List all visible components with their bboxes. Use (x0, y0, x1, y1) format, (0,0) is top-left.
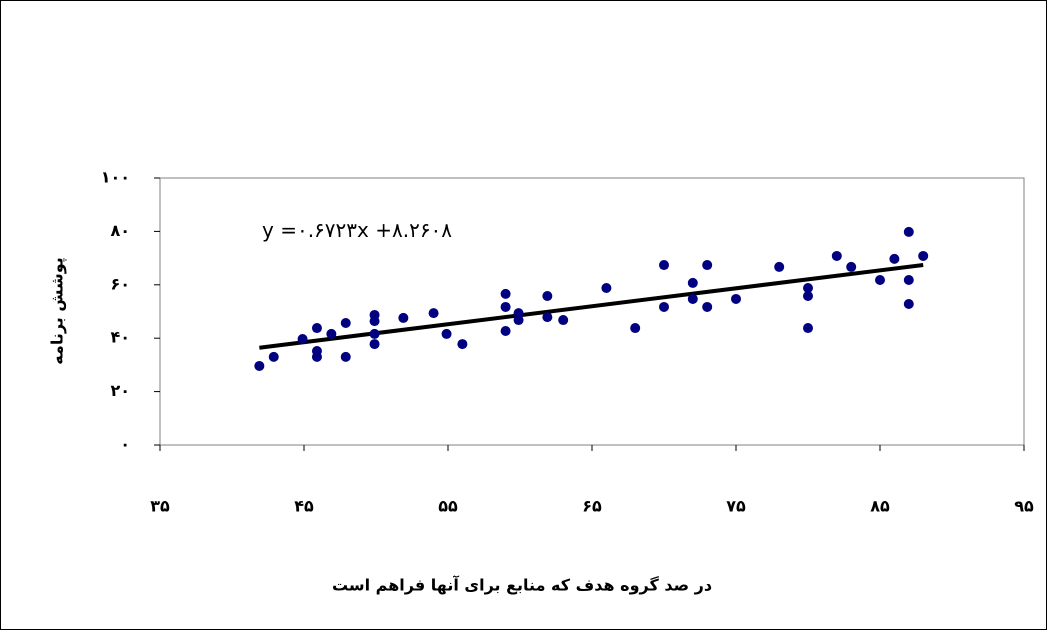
point (903, 274, 914, 285)
point (326, 328, 337, 339)
point (846, 261, 857, 272)
point (457, 339, 468, 350)
point (340, 351, 351, 362)
y-tick-label: ۶۰ (110, 274, 130, 293)
point (731, 293, 741, 304)
x-axis-title: در صد گروه هدف که منابع برای آنها فراهم … (332, 575, 712, 595)
point (500, 301, 511, 312)
point (369, 316, 380, 327)
point (513, 308, 524, 319)
y-tick-label: ۱۰۰ (101, 168, 130, 187)
point (918, 250, 929, 261)
x-tick-label: ۵۵ (438, 497, 458, 516)
point (889, 253, 900, 264)
point (630, 323, 641, 334)
x-tick-label: ۹۵ (1014, 497, 1034, 516)
point (687, 277, 698, 288)
point (369, 339, 380, 350)
point (659, 301, 669, 312)
point (875, 274, 885, 285)
point (803, 323, 813, 334)
point (268, 351, 279, 362)
point (558, 315, 569, 326)
point (369, 328, 380, 339)
x-tick-label: ۷۵ (726, 497, 746, 516)
point (702, 260, 713, 271)
y-tick-label: ۴۰ (110, 328, 130, 347)
x-tick-label: ۳۵ (150, 497, 170, 516)
point (903, 226, 914, 237)
x-tick-label: ۴۵ (294, 497, 314, 516)
point (500, 325, 511, 336)
point (903, 299, 914, 310)
point (659, 260, 669, 271)
point (340, 317, 351, 328)
point (297, 334, 308, 345)
y-tick-label: ۰ (120, 435, 130, 454)
x-tick-label: ۶۵ (582, 497, 602, 516)
point (513, 315, 524, 326)
y-tick-label: ۸۰ (110, 221, 130, 240)
point (542, 312, 553, 323)
point (398, 312, 409, 323)
point (441, 328, 452, 339)
point (311, 351, 322, 362)
point (311, 323, 322, 334)
y-axis-title: پوشش برنامه (48, 257, 68, 365)
x-tick-label: ۸۵ (870, 497, 890, 516)
point (774, 261, 785, 272)
point (831, 250, 842, 261)
point (254, 360, 265, 371)
trendline-equation: y =۰.۶۷۲۳x +۸.۲۶۰۸ (262, 218, 452, 242)
point (601, 283, 612, 294)
point (500, 288, 511, 299)
point (542, 291, 553, 302)
point (803, 283, 813, 294)
point (702, 301, 713, 312)
point (428, 308, 439, 319)
y-tick-label: ۲۰ (110, 381, 130, 400)
point (687, 293, 698, 304)
point (803, 291, 813, 302)
